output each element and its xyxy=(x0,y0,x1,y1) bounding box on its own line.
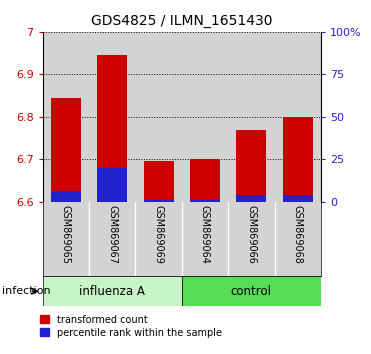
Bar xyxy=(283,195,313,202)
Bar xyxy=(97,55,127,202)
Bar xyxy=(190,159,220,202)
Bar xyxy=(97,168,127,202)
Bar xyxy=(283,117,313,202)
Bar xyxy=(182,276,321,306)
Bar xyxy=(51,98,81,202)
Bar xyxy=(190,200,220,202)
Bar xyxy=(51,191,81,202)
Text: GSM869068: GSM869068 xyxy=(293,205,303,264)
Text: GSM869065: GSM869065 xyxy=(61,205,71,264)
Bar xyxy=(144,161,174,202)
Title: GDS4825 / ILMN_1651430: GDS4825 / ILMN_1651430 xyxy=(91,14,273,28)
Text: infection: infection xyxy=(2,286,50,296)
Text: GSM869064: GSM869064 xyxy=(200,205,210,264)
Bar xyxy=(43,276,182,306)
Bar xyxy=(236,130,266,202)
Bar xyxy=(236,195,266,202)
Legend: transformed count, percentile rank within the sample: transformed count, percentile rank withi… xyxy=(40,315,221,337)
Text: GSM869069: GSM869069 xyxy=(154,205,164,264)
Text: influenza A: influenza A xyxy=(79,285,145,298)
Text: control: control xyxy=(231,285,272,298)
Bar xyxy=(144,200,174,202)
Text: GSM869066: GSM869066 xyxy=(246,205,256,264)
Text: GSM869067: GSM869067 xyxy=(107,205,117,264)
